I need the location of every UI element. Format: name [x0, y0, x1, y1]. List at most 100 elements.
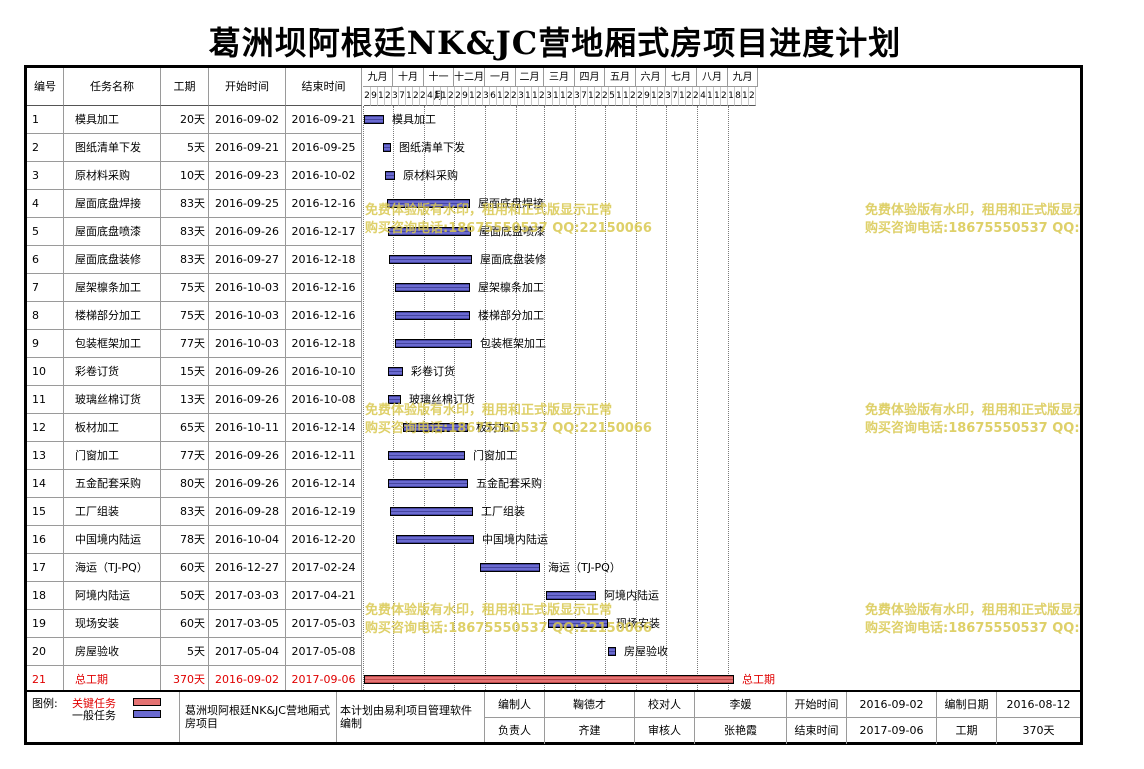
start-label: 开始时间: [787, 692, 847, 718]
gantt-bar[interactable]: [385, 171, 395, 180]
timeline-week-tick: 23: [476, 87, 483, 106]
task-duration: 78天: [161, 526, 209, 554]
table-row: 17 海运（TJ-PQ） 60天 2016-12-27 2017-02-24: [27, 554, 1080, 582]
timeline-week-tick: 4: [700, 87, 707, 106]
gantt-bar[interactable]: [388, 479, 468, 488]
task-num: 8: [27, 302, 64, 330]
table-row: 1 模具加工 20天 2016-09-02 2016-09-21: [27, 106, 1080, 134]
task-start: 2016-12-27: [209, 554, 286, 582]
timeline-week-tick: 3: [546, 87, 553, 106]
task-start: 2016-10-04: [209, 526, 286, 554]
month-gridline: [666, 106, 667, 690]
timeline-month: 八月: [697, 68, 728, 87]
timeline-week-tick: 16: [469, 87, 476, 106]
gantt-bar[interactable]: [480, 563, 540, 572]
task-num: 7: [27, 274, 64, 302]
timeline-week-tick: 25: [448, 87, 455, 106]
gantt-grid: 编号 任务名称 工期 开始时间 结束时间 九月 十月 十一月 十二月 一月 二月 三月 四月五…: [27, 68, 1080, 690]
gantt-bar[interactable]: [387, 199, 470, 208]
gantt-bar[interactable]: [546, 591, 596, 600]
table-row: 12 板材加工 65天 2016-10-11 2016-12-14: [27, 414, 1080, 442]
gantt-bar[interactable]: [396, 535, 474, 544]
duration-label: 工期: [937, 718, 997, 744]
table-row: 16 中国境内陆运 78天 2016-10-04 2016-12-20: [27, 526, 1080, 554]
timeline-week-tick: 5: [609, 87, 616, 106]
gantt-bar[interactable]: [388, 451, 465, 460]
table-row: 6 屋面底盘装修 83天 2016-09-27 2016-12-18: [27, 246, 1080, 274]
editor-value: 鞠德才: [545, 692, 635, 718]
task-name: 总工期: [64, 666, 161, 690]
task-name: 屋面底盘焊接: [64, 190, 161, 218]
gantt-bar[interactable]: [383, 143, 391, 152]
timeline-week-tick: 25: [721, 87, 728, 106]
table-row: 9 包装框架加工 77天 2016-10-03 2016-12-18: [27, 330, 1080, 358]
timeline-month: 十月: [393, 68, 424, 87]
task-name: 包装框架加工: [64, 330, 161, 358]
gantt-bar[interactable]: [395, 283, 470, 292]
timeline-week-tick: 21: [686, 87, 693, 106]
task-start: 2016-09-28: [209, 498, 286, 526]
gantt-bar[interactable]: [388, 367, 403, 376]
task-num: 13: [27, 442, 64, 470]
task-start: 2016-09-26: [209, 358, 286, 386]
gantt-bar-critical[interactable]: [364, 675, 734, 684]
month-gridline: [605, 106, 606, 690]
page-title: 葛洲坝阿根廷NK&JC营地厢式房项目进度计划: [208, 24, 902, 62]
task-end: 2016-09-25: [286, 134, 362, 162]
table-row: 8 楼梯部分加工 75天 2016-10-03 2016-12-16: [27, 302, 1080, 330]
task-end: 2017-02-24: [286, 554, 362, 582]
gantt-bar[interactable]: [390, 507, 473, 516]
timeline-week-tick: 24: [567, 87, 574, 106]
task-name: 房屋验收: [64, 638, 161, 666]
gantt-bar[interactable]: [395, 339, 472, 348]
timeline-week-tick: 3: [518, 87, 525, 106]
task-start: 2016-09-25: [209, 190, 286, 218]
gantt-bar[interactable]: [388, 395, 401, 404]
timeline-week-tick: 10: [553, 87, 560, 106]
timeline-month: 六月: [636, 68, 666, 87]
task-num: 1: [27, 106, 64, 134]
task-name: 图纸清单下发: [64, 134, 161, 162]
gantt-bar[interactable]: [388, 227, 471, 236]
task-duration: 75天: [161, 274, 209, 302]
timeline-week-tick: 21: [413, 87, 420, 106]
timeline-week-tick: 24: [539, 87, 546, 106]
gantt-bar[interactable]: [548, 619, 608, 628]
timeline-week-tick: 7: [672, 87, 679, 106]
gantt-bar[interactable]: [364, 115, 384, 124]
gantt-bar-label: 彩卷订货: [411, 365, 455, 378]
gantt-bar-label: 模具加工: [392, 113, 436, 126]
proofreader-value: 李媛: [695, 692, 787, 718]
timeline-week-tick: 22: [749, 87, 756, 106]
task-start: 2016-10-03: [209, 302, 286, 330]
task-duration: 13天: [161, 386, 209, 414]
gantt-chart-frame: 编号 任务名称 工期 开始时间 结束时间 九月 十月 十一月 十二月 一月 二月 三月 四月五…: [24, 65, 1083, 745]
task-duration: 83天: [161, 498, 209, 526]
task-num: 10: [27, 358, 64, 386]
gantt-bar[interactable]: [389, 255, 472, 264]
task-start: 2017-03-03: [209, 582, 286, 610]
gantt-bar-label: 现场安装: [616, 617, 660, 630]
legend-normal-label: 一般任务: [72, 709, 116, 722]
gantt-bar-label: 楼梯部分加工: [478, 309, 544, 322]
timeline-week-tick: 28: [420, 87, 427, 106]
gantt-bar[interactable]: [608, 647, 616, 656]
table-row: 10 彩卷订货 15天 2016-09-26 2016-10-10: [27, 358, 1080, 386]
task-start: 2016-09-26: [209, 470, 286, 498]
task-duration: 10天: [161, 162, 209, 190]
task-name: 原材料采购: [64, 162, 161, 190]
task-num: 11: [27, 386, 64, 414]
gantt-bar[interactable]: [403, 423, 468, 432]
month-gridline: [575, 106, 576, 690]
timeline-month: 七月: [666, 68, 697, 87]
task-duration: 5天: [161, 638, 209, 666]
gantt-bar[interactable]: [395, 311, 470, 320]
gantt-bar-label: 原材料采购: [403, 169, 458, 182]
timeline-week-tick: 28: [693, 87, 700, 106]
timeline-month: 五月: [605, 68, 636, 87]
table-row: 5 屋面底盘喷漆 83天 2016-09-26 2016-12-17: [27, 218, 1080, 246]
end-label: 结束时间: [787, 718, 847, 744]
timeline-week-tick: 2: [637, 87, 644, 106]
task-name: 楼梯部分加工: [64, 302, 161, 330]
timeline-week-tick: 14: [406, 87, 413, 106]
